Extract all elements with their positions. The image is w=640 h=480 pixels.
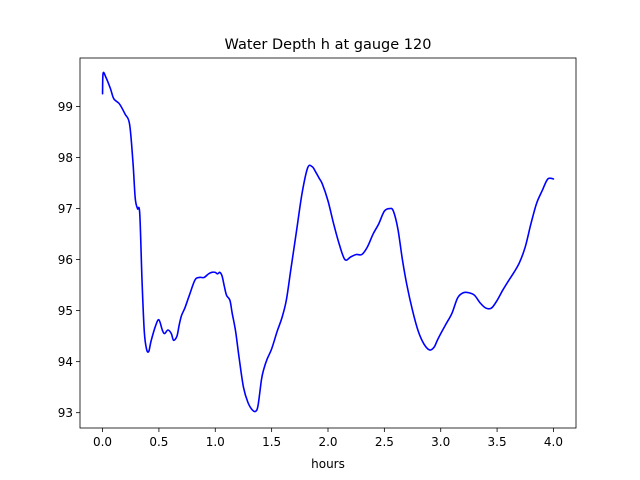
chart-title: Water Depth h at gauge 120 xyxy=(225,37,432,53)
y-axis: 93 94 95 96 97 98 99 xyxy=(58,100,80,420)
plot-area xyxy=(80,58,576,428)
x-tick-label: 1.0 xyxy=(206,435,225,449)
x-tick-label: 2.5 xyxy=(375,435,394,449)
y-tick-label: 95 xyxy=(58,304,73,318)
x-tick-label: 2.0 xyxy=(318,435,337,449)
series-layer xyxy=(101,71,555,413)
x-tick-label: 4.0 xyxy=(544,435,563,449)
x-tick-label: 3.5 xyxy=(488,435,507,449)
x-axis: 0.0 0.5 1.0 1.5 2.0 2.5 3.0 3.5 4.0 xyxy=(93,428,563,449)
y-tick-label: 99 xyxy=(58,100,73,114)
x-tick-label: 3.0 xyxy=(431,435,450,449)
x-axis-label: hours xyxy=(311,457,345,471)
y-tick-label: 94 xyxy=(58,355,73,369)
x-tick-label: 0.0 xyxy=(93,435,112,449)
x-tick-label: 0.5 xyxy=(149,435,168,449)
water-depth-line xyxy=(101,71,555,413)
x-tick-label: 1.5 xyxy=(262,435,281,449)
y-tick-label: 93 xyxy=(58,406,73,420)
y-tick-label: 96 xyxy=(58,253,73,267)
y-tick-label: 98 xyxy=(58,151,73,165)
y-tick-label: 97 xyxy=(58,202,73,216)
